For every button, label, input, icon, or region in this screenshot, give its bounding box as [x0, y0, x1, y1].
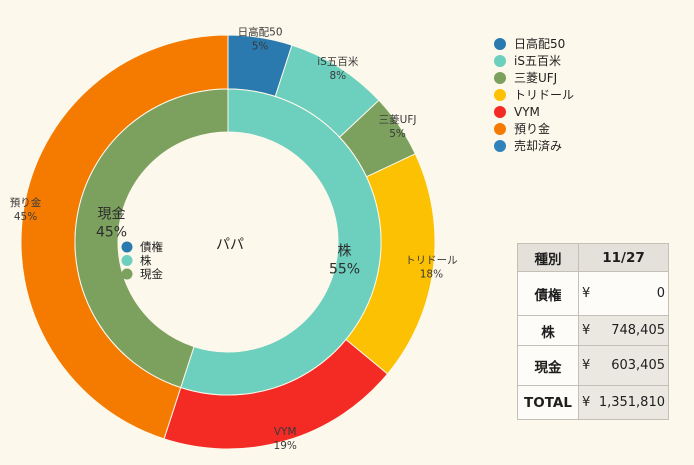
- row-value: ¥ 748,405: [578, 315, 669, 346]
- outer-slice-percent: 8%: [329, 70, 346, 82]
- inner-legend-label: 現金: [140, 267, 163, 281]
- inner-legend-swatch: [121, 268, 133, 280]
- legend-swatch: [494, 55, 506, 67]
- outer-slice-label: VYM: [274, 426, 297, 438]
- legend-label: VYM: [514, 105, 540, 119]
- legend-label: トリドール: [514, 88, 574, 102]
- currency-symbol: ¥: [582, 395, 591, 410]
- legend-item[interactable]: 日高配50: [494, 36, 565, 51]
- legend-swatch: [494, 140, 506, 152]
- legend-item[interactable]: 売却済み: [494, 138, 562, 153]
- legend-label: 日高配50: [514, 36, 565, 51]
- outer-slice-label: トリドール: [405, 255, 458, 267]
- legend-label: iS五百米: [514, 54, 561, 68]
- row-value: ¥ 0: [578, 271, 669, 316]
- legend-swatch: [494, 106, 506, 118]
- currency-symbol: ¥: [582, 286, 591, 301]
- inner-slice-1: [180, 88, 382, 396]
- row-label: 債権: [517, 271, 579, 316]
- legend-swatch: [494, 72, 506, 84]
- table-header-row: 種別 11/27: [517, 243, 669, 272]
- outer-slice-percent: 45%: [14, 211, 37, 223]
- legend-swatch: [494, 38, 506, 50]
- legend-item[interactable]: 三菱UFJ: [494, 71, 557, 85]
- row-value: ¥ 603,405: [578, 345, 669, 386]
- inner-legend-swatch: [121, 241, 133, 253]
- summary-table: 種別 11/27 債権 ¥ 0 株 ¥ 748,405 現金: [517, 243, 669, 420]
- legend-label: 売却済み: [514, 138, 562, 153]
- table-row-total: TOTAL ¥ 1,351,810: [517, 385, 669, 420]
- legend-label: 三菱UFJ: [514, 71, 557, 85]
- outer-slice-label: 三菱UFJ: [379, 114, 417, 126]
- inner-slice-percent: 45%: [96, 225, 127, 241]
- row-label: 株: [517, 315, 579, 346]
- inner-legend-label: 債権: [140, 240, 163, 254]
- amount-value: 603,405: [611, 358, 665, 373]
- inner-legend-item[interactable]: 株: [121, 254, 153, 268]
- inner-legend-item[interactable]: 現金: [121, 267, 164, 281]
- currency-symbol: ¥: [582, 358, 591, 373]
- outer-slice-percent: 5%: [252, 41, 269, 53]
- legend-label: 預り金: [514, 121, 550, 136]
- inner-slice-label: 現金: [98, 207, 126, 223]
- row-label: 現金: [517, 345, 579, 386]
- inner-legend-label: 株: [140, 254, 152, 268]
- table-row: 債権 ¥ 0: [517, 271, 669, 316]
- table-row: 株 ¥ 748,405: [517, 315, 669, 346]
- table-row: 現金 ¥ 603,405: [517, 345, 669, 386]
- outer-slice-percent: 5%: [389, 128, 406, 140]
- table-header-type: 種別: [517, 243, 579, 272]
- amount-value: 0: [656, 286, 665, 301]
- row-label: TOTAL: [517, 385, 579, 420]
- legend-item[interactable]: VYM: [494, 105, 540, 119]
- inner-slice-percent: 55%: [329, 262, 360, 278]
- inner-slice-label: 株: [338, 244, 352, 260]
- inner-legend-item[interactable]: 債権: [121, 240, 164, 254]
- legend-swatch: [494, 123, 506, 135]
- amount-value: 1,351,810: [598, 395, 665, 410]
- legend-item[interactable]: iS五百米: [494, 54, 561, 68]
- legend-swatch: [494, 89, 506, 101]
- amount-value: 748,405: [611, 323, 665, 338]
- outer-slice-label: 預り金: [10, 196, 42, 209]
- inner-legend-swatch: [121, 255, 133, 266]
- legend-item[interactable]: トリドール: [494, 88, 574, 102]
- currency-symbol: ¥: [582, 323, 591, 338]
- outer-slice-label: iS五百米: [317, 55, 359, 68]
- chart-slice-labels: 日高配50 5% iS五百米 8% 三菱UFJ 5% トリドール 18% VYM 19% 預り金 45…: [10, 26, 458, 452]
- chart-slices: [20, 34, 436, 450]
- center-label: パパ: [216, 237, 244, 253]
- outer-slice-percent: 19%: [274, 440, 297, 452]
- row-value: ¥ 1,351,810: [578, 385, 669, 420]
- table-header-date: 11/27: [578, 243, 669, 272]
- outer-slice-percent: 18%: [420, 269, 443, 281]
- legend-item[interactable]: 預り金: [494, 121, 550, 136]
- outer-slice-label: 日高配50: [238, 26, 283, 39]
